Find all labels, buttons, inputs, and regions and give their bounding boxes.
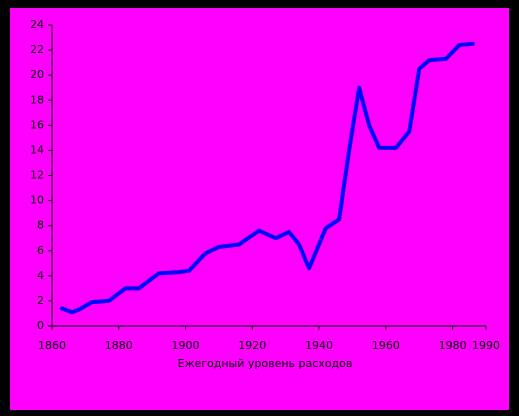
x-tick-label: 1860 xyxy=(38,339,66,352)
x-tick-label: 1980 xyxy=(439,339,467,352)
x-tick-label: 1960 xyxy=(372,339,400,352)
y-tick-label: 2 xyxy=(37,294,44,307)
y-tick-label: 12 xyxy=(30,169,44,182)
y-tick-label: 22 xyxy=(30,43,44,56)
y-tick-label: 4 xyxy=(37,269,44,282)
y-tick-label: 18 xyxy=(30,93,44,106)
y-tick-label: 0 xyxy=(37,319,44,332)
x-tick-label: 1880 xyxy=(105,339,133,352)
x-tick-label: 1940 xyxy=(305,339,333,352)
x-tick-label: 1990 xyxy=(472,339,500,352)
x-tick-label: 1900 xyxy=(172,339,200,352)
x-tick-label: 1920 xyxy=(238,339,266,352)
x-axis-label: Ежегодный уровень расходов xyxy=(178,357,353,370)
y-tick-label: 16 xyxy=(30,118,44,131)
y-tick-label: 20 xyxy=(30,68,44,81)
y-tick-label: 6 xyxy=(37,244,44,257)
y-tick-label: 14 xyxy=(30,143,44,156)
chart-panel xyxy=(10,8,509,410)
y-tick-label: 24 xyxy=(30,18,44,31)
data-line xyxy=(60,41,475,315)
y-tick-label: 10 xyxy=(30,194,44,207)
y-tick-label: 8 xyxy=(37,219,44,232)
